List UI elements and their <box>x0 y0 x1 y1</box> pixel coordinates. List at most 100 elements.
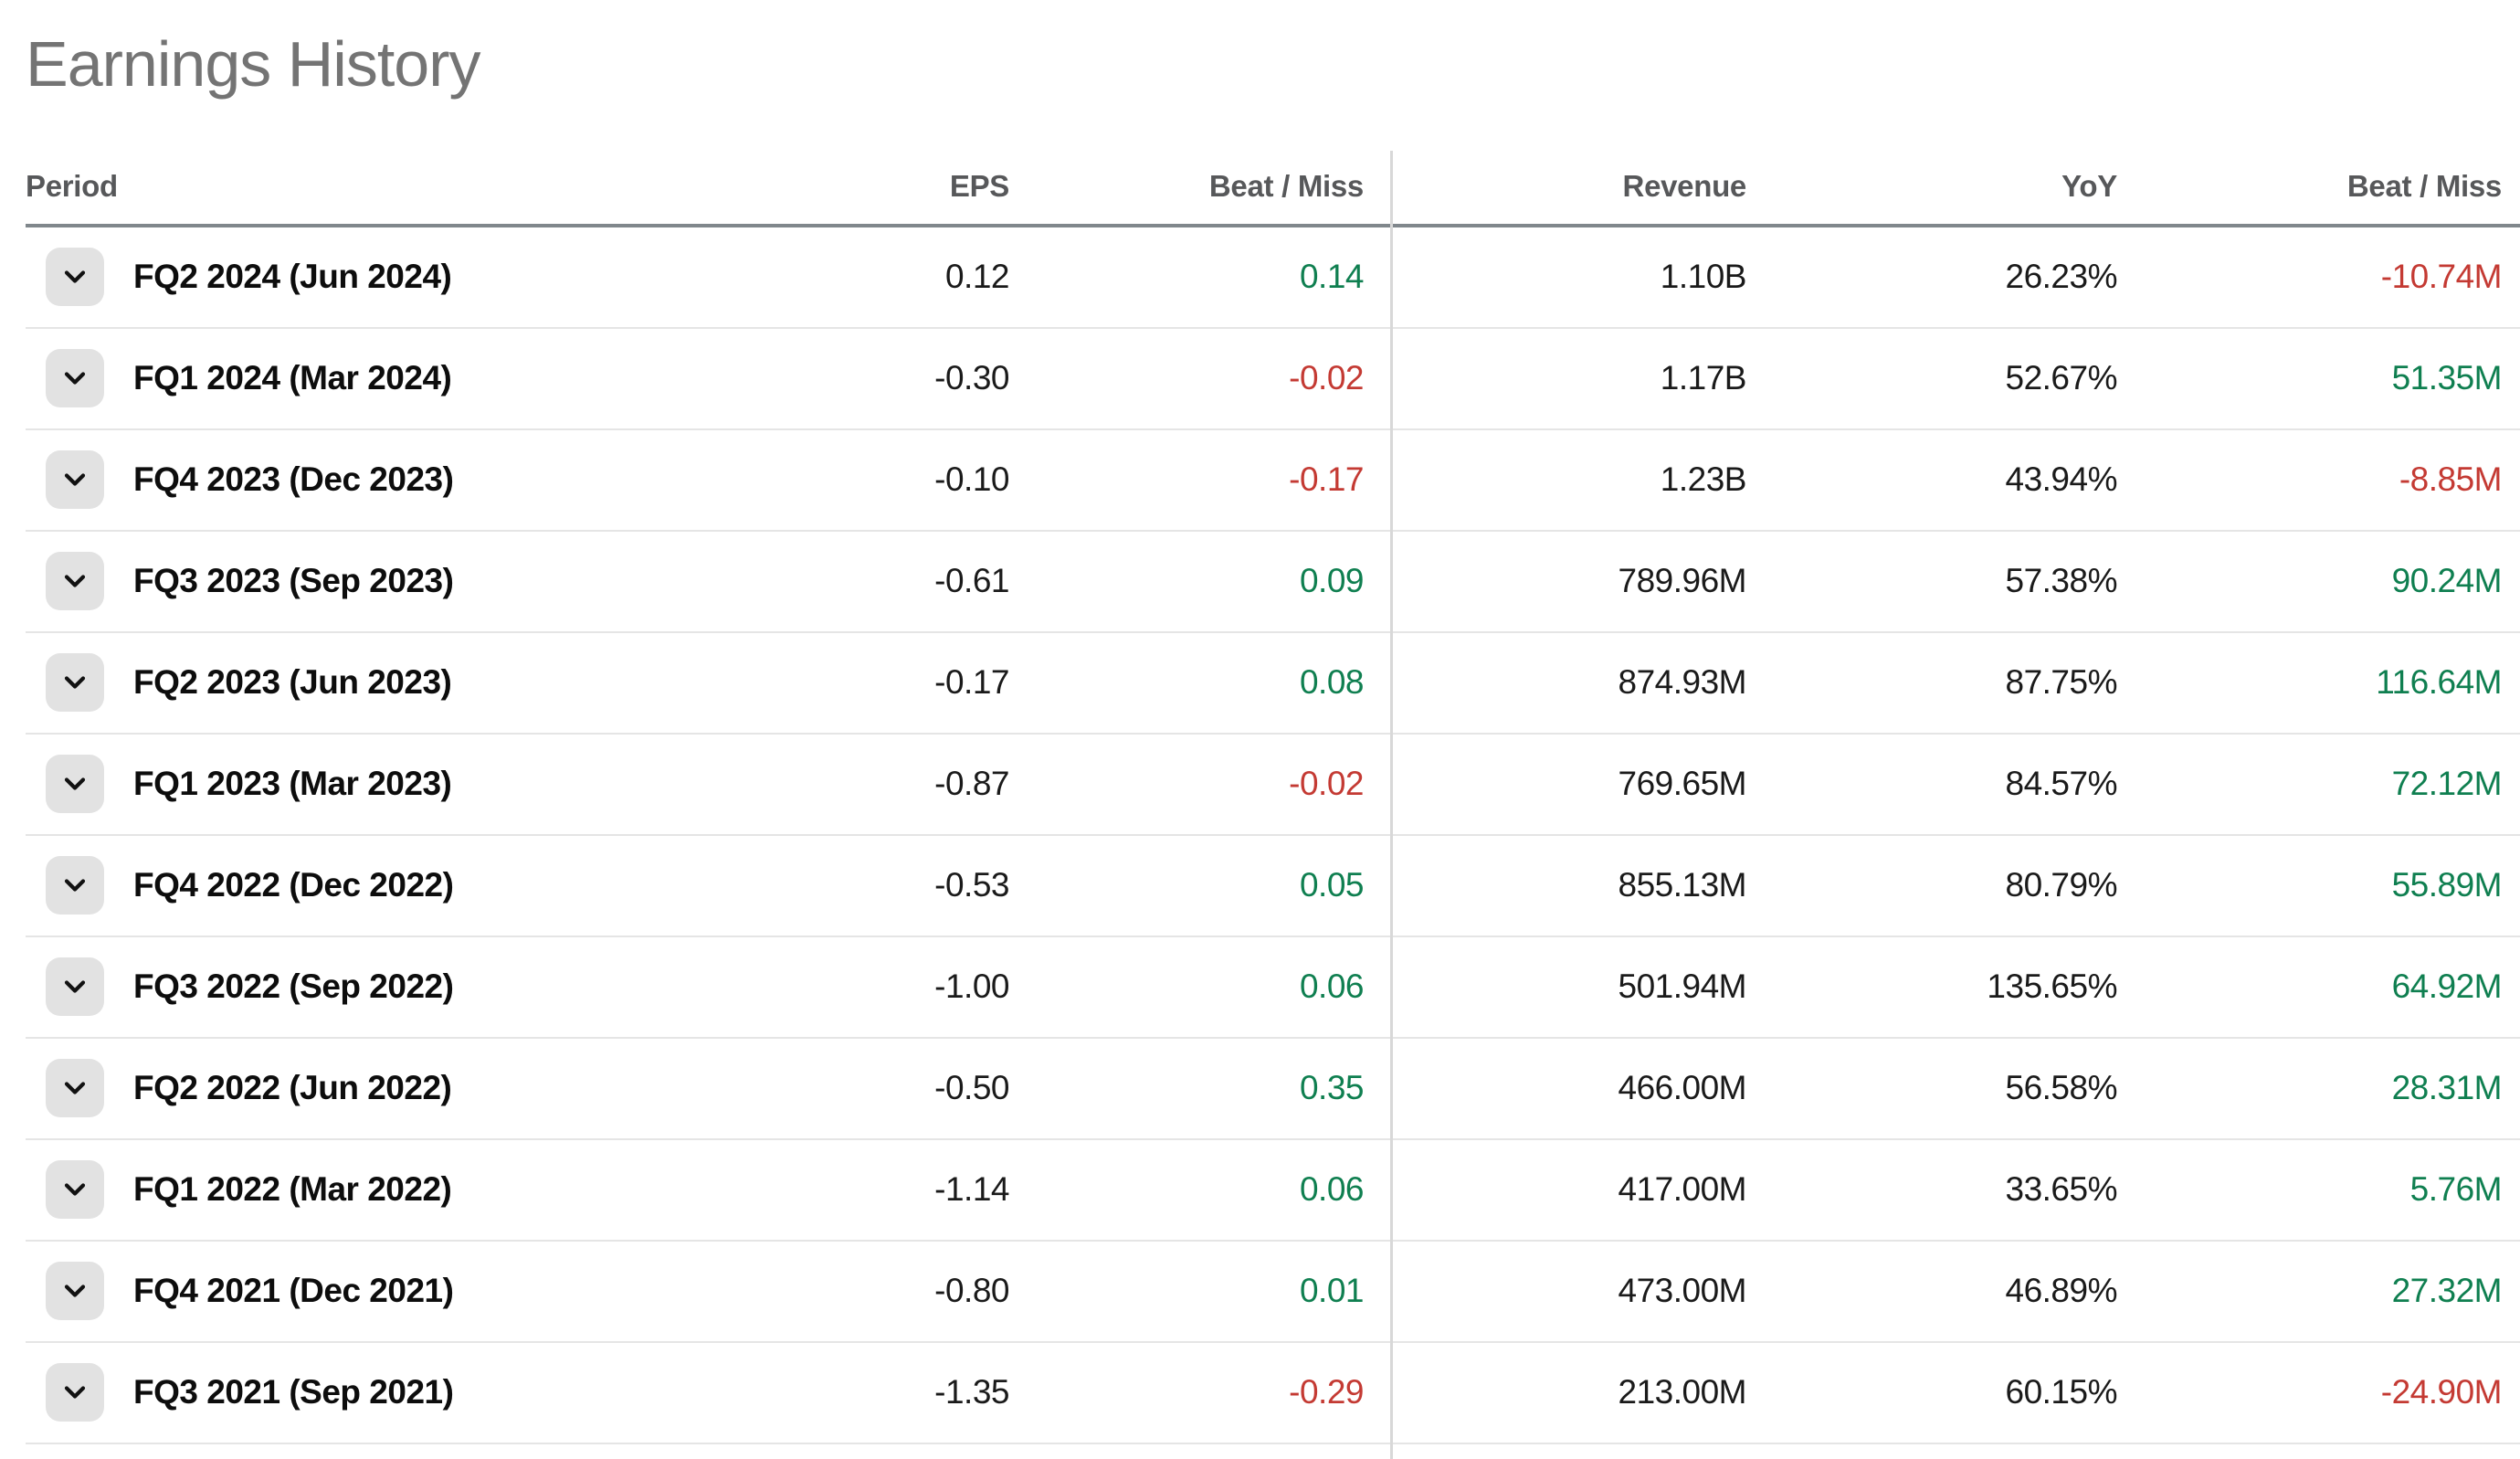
chevron-down-icon <box>64 1285 86 1297</box>
expand-row-button[interactable] <box>46 450 104 509</box>
col-header-eps-beat-miss: Beat / Miss <box>1208 168 1364 203</box>
yoy-value: 80.79% <box>2005 866 2118 904</box>
earnings-history-table: Period EPS Beat / Miss Revenue YoY Beat … <box>0 101 2520 1444</box>
eps-beat-miss-value: 0.09 <box>1299 562 1365 599</box>
eps-beat-miss-value: -0.17 <box>1289 460 1364 498</box>
period-cell: FQ2 2022 (Jun 2022) <box>26 1059 630 1117</box>
expand-row-button[interactable] <box>46 755 104 813</box>
chevron-down-icon <box>64 879 86 892</box>
revenue-beat-miss-value: 90.24M <box>2391 562 2503 599</box>
yoy-value: 135.65% <box>1987 967 2117 1005</box>
eps-value: -0.80 <box>934 1272 1009 1309</box>
expand-row-button[interactable] <box>46 1262 104 1320</box>
expand-row-button[interactable] <box>46 653 104 712</box>
eps-value: -0.87 <box>934 765 1009 802</box>
table-row: FQ4 2023 (Dec 2023) -0.10 -0.17 1.23B 43… <box>26 430 2520 532</box>
revenue-beat-miss-value: 55.89M <box>2391 866 2503 904</box>
revenue-value: 473.00M <box>1618 1272 1747 1309</box>
eps-value: -0.10 <box>934 460 1009 498</box>
col-header-yoy: YoY <box>2061 168 2117 203</box>
revenue-beat-miss-value: 5.76M <box>2409 1170 2503 1208</box>
chevron-down-icon <box>64 777 86 790</box>
chevron-down-icon <box>64 676 86 689</box>
chevron-down-icon <box>64 1386 86 1399</box>
period-label: FQ2 2024 (Jun 2024) <box>133 258 452 295</box>
period-cell: FQ1 2024 (Mar 2024) <box>26 349 630 407</box>
period-label: FQ4 2022 (Dec 2022) <box>133 866 454 904</box>
column-group-divider <box>1390 151 1393 1459</box>
eps-beat-miss-value: 0.35 <box>1299 1069 1365 1106</box>
yoy-value: 52.67% <box>2005 359 2118 396</box>
revenue-value: 855.13M <box>1618 866 1747 904</box>
chevron-down-icon <box>64 270 86 283</box>
revenue-value: 417.00M <box>1618 1170 1747 1208</box>
revenue-value: 1.17B <box>1660 359 1747 396</box>
period-label: FQ2 2022 (Jun 2022) <box>133 1069 452 1106</box>
yoy-value: 46.89% <box>2005 1272 2118 1309</box>
eps-value: -1.14 <box>934 1170 1009 1208</box>
eps-beat-miss-value: 0.01 <box>1299 1272 1365 1309</box>
eps-value: 0.12 <box>944 258 1010 295</box>
period-cell: FQ1 2023 (Mar 2023) <box>26 755 630 813</box>
eps-value: -1.00 <box>934 967 1009 1005</box>
period-label: FQ1 2022 (Mar 2022) <box>133 1170 452 1208</box>
revenue-beat-miss-value: -10.74M <box>2380 258 2503 295</box>
table-header-row: Period EPS Beat / Miss Revenue YoY Beat … <box>26 101 2520 227</box>
table-body: FQ2 2024 (Jun 2024) 0.12 0.14 1.10B 26.2… <box>26 227 2520 1444</box>
expand-row-button[interactable] <box>46 1160 104 1219</box>
eps-beat-miss-value: -0.02 <box>1289 359 1364 396</box>
eps-beat-miss-value: 0.06 <box>1299 1170 1365 1208</box>
eps-value: -0.30 <box>934 359 1009 396</box>
expand-row-button[interactable] <box>46 349 104 407</box>
chevron-down-icon <box>64 1183 86 1196</box>
yoy-value: 33.65% <box>2005 1170 2118 1208</box>
eps-beat-miss-value: 0.14 <box>1299 258 1365 295</box>
revenue-value: 213.00M <box>1618 1373 1747 1411</box>
revenue-beat-miss-value: 28.31M <box>2391 1069 2503 1106</box>
eps-beat-miss-value: 0.06 <box>1299 967 1365 1005</box>
col-header-revenue: Revenue <box>1622 168 1747 203</box>
table-row: FQ2 2023 (Jun 2023) -0.17 0.08 874.93M 8… <box>26 633 2520 735</box>
expand-row-button[interactable] <box>46 1059 104 1117</box>
period-label: FQ3 2023 (Sep 2023) <box>133 562 454 599</box>
eps-beat-miss-value: 0.08 <box>1299 663 1365 701</box>
col-header-period: Period <box>26 168 118 203</box>
expand-row-button[interactable] <box>46 957 104 1016</box>
chevron-down-icon <box>64 1082 86 1094</box>
chevron-down-icon <box>64 473 86 486</box>
expand-row-button[interactable] <box>46 552 104 610</box>
expand-row-button[interactable] <box>46 856 104 915</box>
period-cell: FQ3 2021 (Sep 2021) <box>26 1363 630 1422</box>
table-row: FQ1 2022 (Mar 2022) -1.14 0.06 417.00M 3… <box>26 1140 2520 1242</box>
revenue-beat-miss-value: -24.90M <box>2380 1373 2503 1411</box>
revenue-beat-miss-value: -8.85M <box>2399 460 2503 498</box>
period-cell: FQ1 2022 (Mar 2022) <box>26 1160 630 1219</box>
revenue-value: 1.10B <box>1660 258 1747 295</box>
chevron-down-icon <box>64 575 86 587</box>
yoy-value: 57.38% <box>2005 562 2118 599</box>
page-title: Earnings History <box>26 28 481 100</box>
revenue-value: 466.00M <box>1618 1069 1747 1106</box>
revenue-value: 501.94M <box>1618 967 1747 1005</box>
eps-beat-miss-value: -0.02 <box>1289 765 1364 802</box>
revenue-beat-miss-value: 27.32M <box>2391 1272 2503 1309</box>
table-row: FQ1 2024 (Mar 2024) -0.30 -0.02 1.17B 52… <box>26 329 2520 430</box>
eps-value: -0.50 <box>934 1069 1009 1106</box>
yoy-value: 87.75% <box>2005 663 2118 701</box>
eps-value: -0.61 <box>934 562 1009 599</box>
table-row: FQ1 2023 (Mar 2023) -0.87 -0.02 769.65M … <box>26 735 2520 836</box>
expand-row-button[interactable] <box>46 1363 104 1422</box>
table-row: FQ3 2023 (Sep 2023) -0.61 0.09 789.96M 5… <box>26 532 2520 633</box>
yoy-value: 43.94% <box>2005 460 2118 498</box>
period-cell: FQ2 2023 (Jun 2023) <box>26 653 630 712</box>
revenue-beat-miss-value: 51.35M <box>2391 359 2503 396</box>
expand-row-button[interactable] <box>46 248 104 306</box>
table-row: FQ2 2024 (Jun 2024) 0.12 0.14 1.10B 26.2… <box>26 227 2520 329</box>
table-row: FQ4 2021 (Dec 2021) -0.80 0.01 473.00M 4… <box>26 1242 2520 1343</box>
revenue-beat-miss-value: 64.92M <box>2391 967 2503 1005</box>
chevron-down-icon <box>64 372 86 385</box>
col-header-eps: EPS <box>949 168 1009 203</box>
period-cell: FQ3 2023 (Sep 2023) <box>26 552 630 610</box>
yoy-value: 26.23% <box>2005 258 2118 295</box>
